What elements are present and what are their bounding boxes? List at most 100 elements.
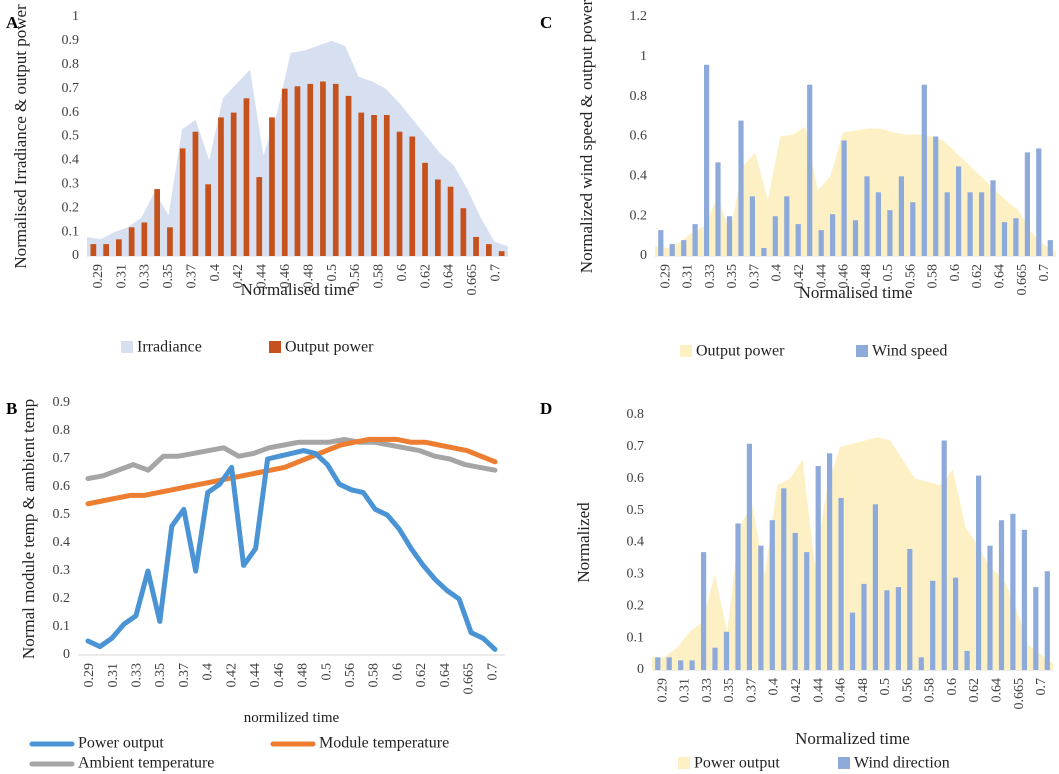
legend-label: Output power xyxy=(696,343,785,360)
x-axis-label: normilized time xyxy=(244,710,340,726)
y-tick-label: 0.8 xyxy=(53,423,71,438)
y-tick-label: 0.4 xyxy=(630,169,648,184)
x-tick-label: 0.6 xyxy=(390,663,405,681)
x-tick-label: 0.4 xyxy=(208,264,223,282)
x-tick-label: 0.64 xyxy=(993,264,1008,289)
y-tick-label: 1.2 xyxy=(630,9,648,24)
bar-wind-speed xyxy=(852,220,859,256)
bar-wind-direction xyxy=(769,520,775,670)
y-tick-label: 0.6 xyxy=(630,129,648,144)
x-tick-label: 0.58 xyxy=(926,264,941,289)
x-tick-label: 0.665 xyxy=(462,663,477,695)
x-tick-label: 0.31 xyxy=(678,678,693,703)
line-ambient-temperature xyxy=(85,436,498,482)
bar-wind-direction xyxy=(953,577,959,670)
y-tick-label: 0.9 xyxy=(62,33,80,48)
y-tick-label: 0.1 xyxy=(53,619,71,634)
y-tick-label: 0.4 xyxy=(62,153,80,168)
y-tick-label: 0.2 xyxy=(53,591,71,606)
bar-wind-speed xyxy=(898,176,904,256)
legend-label: Module temperature xyxy=(319,735,449,752)
x-tick-label: 0.44 xyxy=(811,678,826,703)
bar-output-power xyxy=(128,227,135,256)
x-tick-label: 0.5 xyxy=(878,678,893,696)
x-tick-label: 0.46 xyxy=(834,678,849,703)
bar-output-power xyxy=(332,83,339,257)
x-tick-label: 0.35 xyxy=(722,678,737,703)
bar-wind-speed xyxy=(967,192,973,256)
legend-label: Wind speed xyxy=(872,343,947,360)
x-tick-label: 0.35 xyxy=(153,663,168,688)
bar-output-power xyxy=(141,222,148,256)
y-tick-label: 0.8 xyxy=(627,407,645,422)
x-tick-label: 0.64 xyxy=(442,264,457,289)
bar-wind-direction xyxy=(1044,571,1050,670)
x-tick-label: 0.44 xyxy=(814,264,829,289)
bar-wind-direction xyxy=(838,497,844,670)
bar-wind-direction xyxy=(1021,529,1027,671)
bar-wind-direction xyxy=(1033,587,1039,670)
bar-wind-speed xyxy=(887,210,893,256)
legend-label: Power output xyxy=(78,735,164,752)
bar-wind-speed xyxy=(704,64,710,256)
x-tick-label: 0.6 xyxy=(945,678,960,696)
bar-output-power xyxy=(435,179,441,256)
bar-wind-speed xyxy=(875,192,881,256)
x-tick-label: 0.42 xyxy=(231,264,246,289)
panel-letter-D: D xyxy=(540,399,552,418)
x-tick-label: 0.7 xyxy=(1034,678,1049,696)
legend-swatch xyxy=(121,341,133,353)
x-tick-label: 0.44 xyxy=(248,663,263,688)
legend-label: Irradiance xyxy=(137,339,202,356)
bar-wind-speed xyxy=(761,248,767,256)
x-tick-label: 0.48 xyxy=(856,678,871,703)
x-tick-label: 0.37 xyxy=(177,663,192,688)
x-tick-label: 0.62 xyxy=(970,264,985,289)
x-tick-label: 0.4 xyxy=(770,264,785,282)
legend-swatch xyxy=(856,345,868,357)
bar-wind-speed xyxy=(749,196,755,257)
y-tick-label: 0.3 xyxy=(62,177,80,192)
y-tick-label: 0.5 xyxy=(627,503,645,518)
legend-label: Power output xyxy=(694,755,780,772)
bar-wind-direction xyxy=(804,552,810,670)
bar-output-power xyxy=(154,189,160,256)
bar-output-power xyxy=(498,251,505,256)
y-tick-label: 0.3 xyxy=(627,567,645,582)
bar-output-power xyxy=(358,112,365,256)
x-tick-label: 0.5 xyxy=(319,663,334,681)
bar-output-power xyxy=(218,117,224,257)
bar-wind-direction xyxy=(666,657,672,671)
y-tick-label: 0 xyxy=(63,647,70,662)
x-tick-label: 0.33 xyxy=(138,264,153,289)
bar-output-power xyxy=(371,115,377,256)
y-tick-label: 0.6 xyxy=(62,105,80,120)
x-tick-label: 0.58 xyxy=(923,678,938,703)
x-tick-label: 0.4 xyxy=(767,678,782,696)
bar-wind-speed xyxy=(795,224,801,256)
bar-wind-direction xyxy=(678,660,684,670)
bar-wind-speed xyxy=(979,192,985,256)
bar-wind-speed xyxy=(818,230,824,256)
x-tick-label: 0.56 xyxy=(903,264,918,289)
y-axis-label: Normalized xyxy=(574,502,593,583)
bar-wind-speed xyxy=(1024,152,1030,256)
y-tick-label: 0 xyxy=(637,662,644,677)
bar-wind-speed xyxy=(715,162,721,256)
bar-wind-direction xyxy=(987,545,993,670)
y-axis-label: Normal module temp & ambient temp xyxy=(19,399,38,659)
bar-wind-speed xyxy=(726,216,733,256)
bar-output-power xyxy=(486,244,492,256)
x-tick-label: 0.56 xyxy=(348,264,363,289)
bar-wind-direction xyxy=(998,520,1005,670)
bar-output-power xyxy=(320,81,326,256)
x-axis-label: Normalised time xyxy=(241,280,355,299)
bar-output-power xyxy=(409,136,416,256)
x-axis-label: Normalized time xyxy=(795,729,910,748)
x-tick-label: 0.46 xyxy=(837,264,852,289)
legend-swatch xyxy=(838,757,850,769)
x-tick-label: 0.46 xyxy=(272,663,287,688)
bar-wind-direction xyxy=(655,657,661,671)
y-tick-label: 0 xyxy=(640,248,647,263)
bar-output-power xyxy=(192,131,199,256)
